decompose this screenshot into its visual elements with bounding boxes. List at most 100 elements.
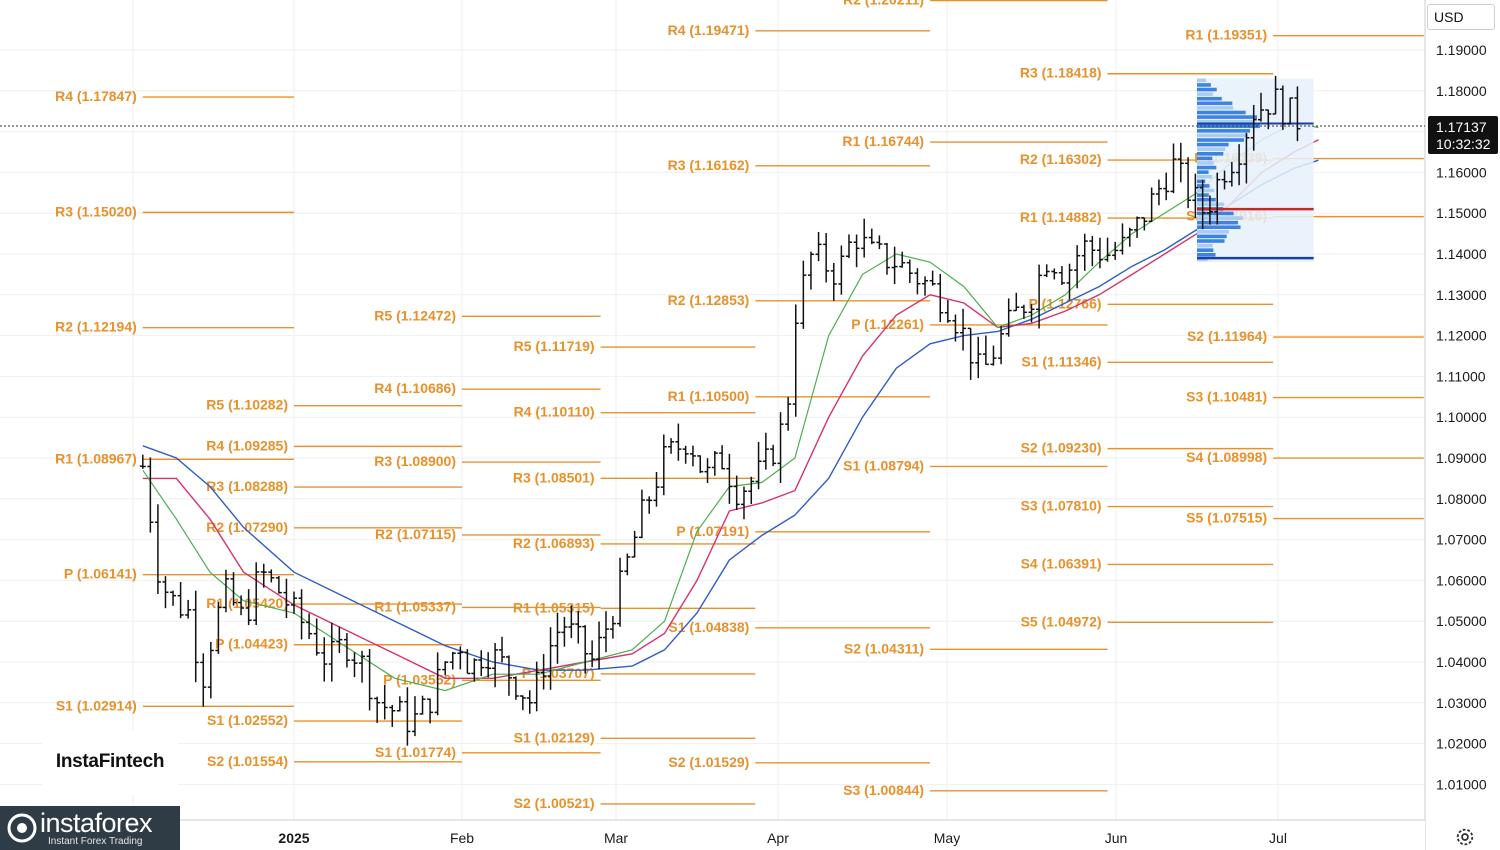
y-tick-label: 1.06000: [1436, 572, 1487, 588]
x-tick-label: Feb: [450, 830, 474, 846]
volume-profile: [1197, 78, 1314, 263]
volume-profile-bar: [1197, 239, 1225, 243]
y-tick-label: 1.16000: [1436, 164, 1487, 180]
y-tick-label: 1.19000: [1436, 42, 1487, 58]
volume-profile-bar: [1197, 188, 1215, 193]
volume-profile-bar: [1197, 243, 1213, 248]
x-tick-label: Apr: [767, 830, 789, 846]
pivot-label: S2 (1.09230): [1021, 440, 1102, 456]
pivot-label: S1 (1.08794): [843, 457, 924, 473]
volume-profile-bar: [1197, 138, 1244, 142]
settings-gear-icon[interactable]: [1454, 826, 1476, 848]
volume-profile-bar: [1197, 87, 1217, 92]
pivot-label: P (1.12261): [851, 316, 924, 332]
pivot-label: R5 (1.10282): [206, 397, 288, 413]
volume-profile-bar: [1197, 110, 1246, 115]
pivot-label: S2 (1.00521): [514, 795, 595, 811]
current-price-countdown: 10:32:32: [1436, 136, 1491, 152]
pivot-label: R4 (1.10686): [374, 380, 456, 396]
pivot-label: S5 (1.04972): [1021, 613, 1102, 629]
volume-profile-bar: [1197, 165, 1217, 170]
volume-profile-bar: [1197, 174, 1213, 179]
pivot-label: R3 (1.15020): [55, 203, 137, 219]
pivot-label: R2 (1.12853): [668, 292, 750, 308]
current-price-value: 1.17137: [1436, 119, 1487, 135]
pivot-label: R1 (1.05337): [374, 598, 456, 614]
y-tick-label: 1.07000: [1436, 532, 1487, 548]
pivot-label: S2 (1.01529): [668, 754, 749, 770]
volume-profile-bar: [1197, 101, 1233, 106]
y-tick-label: 1.18000: [1436, 83, 1487, 99]
pivot-label: R3 (1.08900): [374, 453, 456, 469]
y-tick-label: 1.08000: [1436, 491, 1487, 507]
pivot-label: R3 (1.08501): [513, 469, 595, 485]
volume-profile-bar: [1197, 96, 1222, 101]
y-tick-label: 1.05000: [1436, 613, 1487, 629]
volume-profile-bar: [1197, 179, 1206, 184]
volume-profile-bar: [1197, 161, 1214, 165]
pivot-label: R1 (1.19351): [1185, 27, 1267, 43]
volume-profile-bar: [1197, 119, 1255, 124]
volume-profile-bar: [1197, 142, 1229, 147]
x-tick-label: 2025: [278, 830, 309, 846]
y-tick-label: 1.11000: [1436, 368, 1486, 384]
pivot-label: R2 (1.06893): [513, 535, 595, 551]
pivot-label: R3 (1.18418): [1020, 65, 1102, 81]
currency-selector[interactable]: USD: [1427, 4, 1495, 30]
y-tick-label: 1.13000: [1436, 287, 1487, 303]
pivot-label: P (1.04423): [215, 636, 288, 652]
pivot-label: R4 (1.19471): [668, 22, 750, 38]
pivot-label: S5 (1.07515): [1186, 510, 1267, 526]
pivot-label: R1 (1.10500): [668, 388, 750, 404]
pivot-label: P (1.07191): [676, 523, 749, 539]
ma-slow-line: [142, 159, 1319, 671]
volume-profile-bar: [1197, 216, 1243, 220]
pivot-label: S1 (1.01774): [375, 744, 456, 760]
pivot-label: S2 (1.01554): [207, 753, 288, 769]
pivot-label: P (1.03707): [522, 665, 595, 681]
pivot-label: R2 (1.16302): [1020, 151, 1102, 167]
x-axis-panel: [0, 820, 1425, 850]
pivot-label: S2 (1.11964): [1187, 328, 1267, 344]
pivot-label: R3 (1.08288): [206, 478, 288, 494]
instaforex-emblem-icon: [7, 813, 37, 843]
volume-profile-bar: [1197, 156, 1213, 161]
volume-profile-bar: [1197, 152, 1224, 156]
pivot-label: S1 (1.02129): [514, 729, 595, 745]
current-price-badge: [1428, 116, 1498, 155]
volume-profile-bar: [1197, 92, 1213, 96]
chart-grid: [0, 0, 1425, 820]
pivot-label: R2 (1.20211): [843, 0, 924, 8]
pivot-label: R5 (1.11719): [514, 338, 595, 354]
x-tick-label: Jul: [1269, 830, 1287, 846]
pivot-label: P (1.06141): [64, 566, 137, 582]
pivot-label: R4 (1.09285): [206, 437, 288, 453]
pivot-label: S1 (1.11346): [1021, 353, 1101, 369]
y-tick-label: 1.01000: [1436, 776, 1487, 792]
volume-profile-bar: [1197, 257, 1208, 262]
instaforex-logo: instaforex Instant Forex Trading: [0, 806, 180, 850]
volume-profile-bar: [1197, 252, 1216, 257]
pivot-label: S4 (1.08998): [1186, 449, 1267, 465]
volume-profile-bar: [1197, 197, 1216, 202]
volume-profile-bar: [1197, 115, 1258, 119]
volume-profile-bar: [1197, 230, 1229, 234]
pivot-label: R1 (1.14882): [1020, 209, 1102, 225]
pivot-label: R2 (1.07115): [375, 526, 456, 542]
instaforex-brand: instaforex: [40, 808, 153, 838]
y-tick-label: 1.02000: [1436, 736, 1487, 752]
moving-averages: [142, 122, 1319, 692]
x-tick-label: May: [934, 830, 960, 846]
pivot-label: R5 (1.12472): [374, 307, 456, 323]
pivot-label: R4 (1.10110): [514, 404, 595, 420]
instafintech-logo: InstaFintech: [42, 730, 178, 794]
volume-profile-bar: [1197, 211, 1234, 216]
pivot-label: S1 (1.02914): [56, 697, 137, 713]
x-tick-label: Mar: [604, 830, 628, 846]
y-tick-label: 1.04000: [1436, 654, 1487, 670]
pivot-label: S3 (1.10481): [1186, 389, 1267, 405]
volume-profile-bar: [1197, 106, 1234, 110]
volume-profile-bar: [1197, 170, 1209, 174]
